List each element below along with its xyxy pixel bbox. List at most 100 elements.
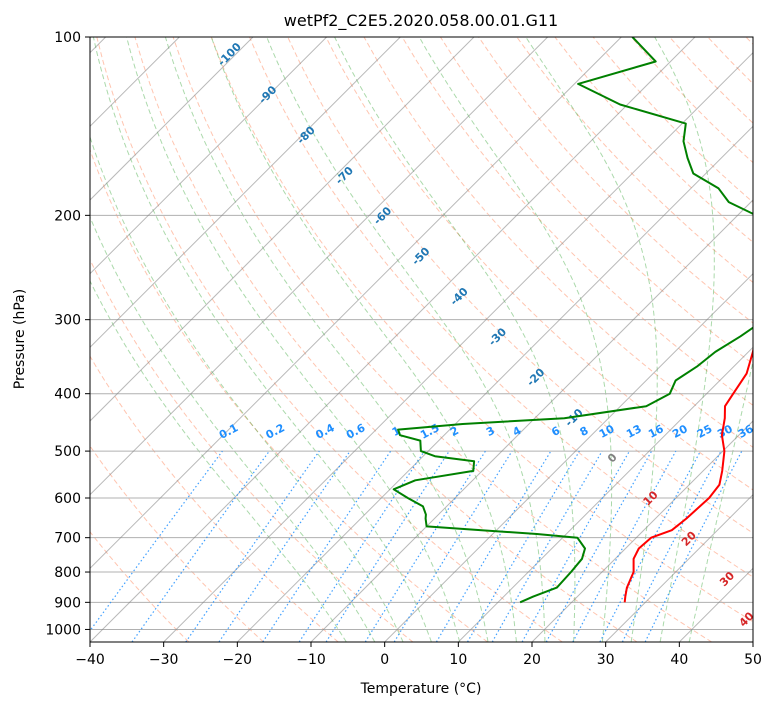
mixing-ratio-line [131, 450, 270, 642]
isotherm-label: -30 [486, 325, 509, 348]
isotherm-line [531, 420, 753, 642]
y-tick-label: 500 [54, 444, 81, 460]
y-tick-label: 300 [54, 313, 81, 329]
mixing-ratio-label: 36 [736, 422, 756, 441]
mixing-ratio-line [325, 450, 450, 642]
isotherm-label: -40 [448, 285, 471, 308]
mixing-ratio-label: 2 [448, 424, 461, 439]
dry-adiabat [745, 37, 753, 45]
isotherm-label: -50 [409, 244, 432, 267]
mixing-ratio-line [185, 450, 320, 642]
isotherm-line [678, 567, 753, 642]
dry-adiabat [90, 148, 488, 642]
moist-adiabat [210, 37, 517, 642]
series-layer [392, 37, 753, 604]
dry-adiabat [554, 37, 753, 243]
mixing-ratio-line [393, 450, 513, 642]
dry-adiabat [210, 37, 753, 623]
dry-adiabat [90, 445, 264, 642]
mixing-ratio-label: 1.5 [418, 421, 441, 442]
moist-adiabat [654, 37, 715, 642]
isotherm-label: -90 [256, 83, 279, 106]
mixing-ratio-line [521, 450, 631, 642]
dry-adiabat [90, 531, 190, 642]
isotherm-line [605, 493, 753, 642]
chart-title: wetPf2_C2E5.2020.058.00.01.G11 [284, 11, 558, 31]
mixing-ratio-line [644, 450, 743, 642]
mixing-ratio-label: 20 [670, 422, 690, 441]
y-tick-label: 1000 [45, 622, 81, 638]
background-lines [90, 37, 753, 642]
dry-adiabat [249, 37, 753, 578]
mixing-ratio-label: 8 [578, 424, 591, 439]
dewpoint-line [392, 37, 753, 604]
moist-adiabat [164, 37, 489, 642]
isotherm-line [457, 346, 753, 642]
mixing-ratio-line [218, 450, 351, 642]
dry-adiabat [96, 37, 563, 642]
isotherm-line [90, 37, 401, 349]
y-tick-label: 800 [54, 565, 81, 581]
x-tick-label: 40 [670, 652, 688, 668]
dry-adiabat [478, 37, 753, 324]
mixing-ratio-line [90, 450, 223, 632]
mixing-ratio-line [545, 450, 653, 642]
moist-adiabat [525, 37, 658, 642]
isotherm-label: -70 [333, 164, 356, 187]
isotherm-line [90, 37, 549, 496]
dry-adiabat [707, 37, 753, 85]
dry-adiabat [516, 37, 753, 284]
temperature-line [623, 346, 753, 603]
mixing-ratio-label: 10 [597, 422, 617, 441]
dry-adiabat [592, 37, 753, 203]
isotherm-line [163, 51, 753, 642]
moist-adiabat [90, 215, 376, 642]
x-tick-label: 30 [597, 652, 615, 668]
isotherm-label: -20 [524, 366, 547, 389]
mixing-ratio-label: 3 [484, 424, 497, 439]
isotherm-line [384, 272, 753, 642]
isotherm-line [310, 199, 753, 642]
y-tick-label: 200 [54, 208, 81, 224]
mixing-ratio-line [572, 450, 677, 642]
mixing-ratio-label: 0.4 [313, 421, 337, 442]
y-tick-label: 600 [54, 491, 81, 507]
isotherm-label: 40 [737, 609, 757, 629]
moist-adiabat [688, 358, 753, 642]
moist-adiabat [418, 37, 613, 642]
mixing-ratio-line [435, 450, 552, 642]
y-tick-label: 100 [54, 30, 81, 46]
mixing-ratio-label: 0.6 [344, 421, 368, 442]
x-axis: −40 −30 −20 −10 0 10 20 30 40 50 [75, 642, 762, 668]
isotherm-label: 0 [605, 451, 620, 466]
isotherm-line [90, 37, 475, 422]
moist-adiabat [92, 37, 432, 642]
dry-adiabat [325, 37, 753, 491]
isotherm-line [90, 37, 696, 642]
isotherm-line [236, 125, 753, 642]
moist-adiabat [90, 135, 404, 642]
y-tick-label: 900 [54, 595, 81, 611]
isotherm-label: 20 [679, 529, 699, 549]
x-tick-label: 50 [744, 652, 762, 668]
mixing-ratio-label: 13 [624, 422, 644, 441]
x-tick-label: 10 [449, 652, 467, 668]
dry-adiabat [401, 37, 753, 406]
dry-adiabat [90, 355, 339, 642]
dry-adiabat [134, 37, 638, 642]
moist-adiabat [334, 37, 576, 642]
dry-adiabat [439, 37, 753, 365]
mixing-ratio-line [262, 450, 392, 642]
isotherm-label: -60 [371, 204, 394, 227]
isotherm-line [752, 641, 753, 642]
x-tick-label: −40 [75, 652, 105, 668]
mixing-ratio-line [621, 450, 722, 642]
dry-adiabat [172, 37, 712, 642]
dry-adiabat [287, 37, 753, 534]
isotherm-label: -80 [295, 123, 318, 146]
isotherm-line [90, 37, 254, 201]
y-tick-label: 400 [54, 387, 81, 403]
x-tick-label: −10 [296, 652, 326, 668]
isotherm-label: -100 [215, 40, 244, 69]
